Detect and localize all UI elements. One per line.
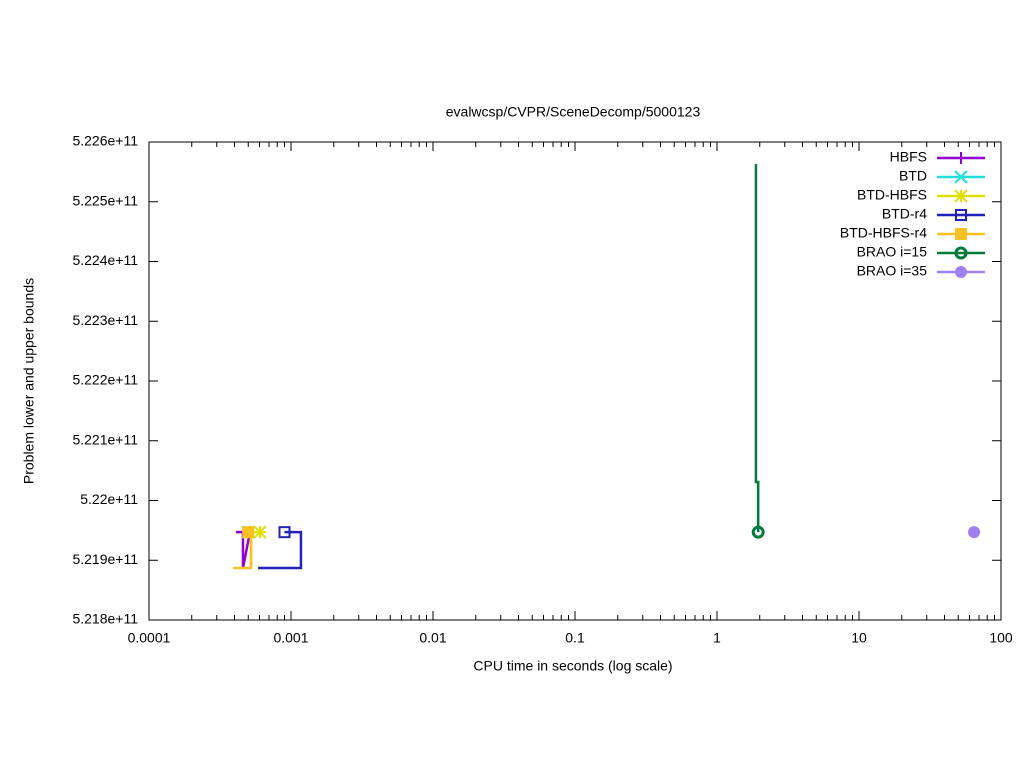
legend-label: BTD [899,168,927,184]
y-axis-label: Problem lower and upper bounds [21,278,37,484]
x-tick-label: 10 [851,630,867,646]
legend-label: BTD-r4 [882,206,927,222]
legend-label: BRAO i=35 [857,263,928,279]
marker [751,525,765,539]
y-tick-label: 5.218e+11 [72,611,138,627]
marker [253,525,267,539]
marker [955,209,967,221]
series-line [258,530,303,570]
marker [242,526,255,539]
legend-label: BTD-HBFS [857,187,927,203]
chart-title: evalwcsp/CVPR/SceneDecomp/5000123 [446,104,701,120]
marker [954,170,968,184]
y-tick-label: 5.22e+11 [80,491,138,507]
x-tick-label: 100 [989,630,1013,646]
legend-label: BTD-HBFS-r4 [840,225,927,241]
y-tick-label: 5.226e+11 [72,133,138,149]
marker [954,189,968,203]
series-line [754,164,760,533]
x-tick-label: 0.001 [273,630,308,646]
y-tick-label: 5.222e+11 [72,372,138,388]
legend-label: HBFS [890,149,927,165]
legend-label: BRAO i=15 [857,244,928,260]
x-tick-label: 1 [713,630,721,646]
marker [954,246,968,260]
x-tick-label: 0.01 [419,630,446,646]
y-tick-label: 5.219e+11 [72,551,138,567]
marker [955,266,967,278]
y-tick-label: 5.223e+11 [72,312,138,328]
x-tick-label: 0.1 [565,630,585,646]
x-tick-label: 0.0001 [128,630,171,646]
x-axis-label: CPU time in seconds (log scale) [473,658,672,674]
marker [955,228,967,240]
marker [278,526,291,539]
y-tick-label: 5.225e+11 [72,192,138,208]
marker [968,526,981,539]
y-tick-label: 5.224e+11 [72,252,138,268]
y-tick-label: 5.221e+11 [72,431,138,447]
marker [955,152,967,164]
series-line [236,530,252,569]
